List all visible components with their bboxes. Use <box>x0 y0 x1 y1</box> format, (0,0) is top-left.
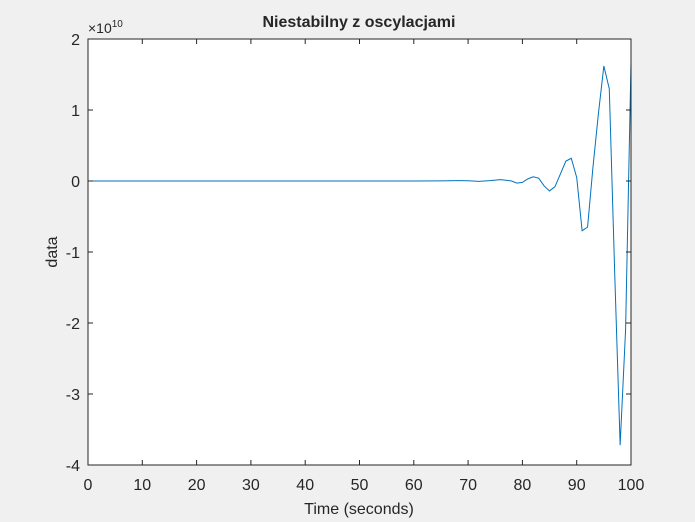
x-tick-label: 50 <box>351 477 369 494</box>
x-tick-label: 60 <box>405 477 423 494</box>
x-tick-label: 10 <box>133 477 151 494</box>
y-exponent-label: ×1010 <box>88 19 123 36</box>
plot-area <box>88 62 632 446</box>
x-tick-labels: 0 10 20 30 40 50 60 70 80 90 100 <box>84 477 645 494</box>
y-tick-label: -2 <box>66 316 80 333</box>
x-tick-label: 100 <box>618 477 645 494</box>
y-exponent-power: 10 <box>112 19 124 30</box>
x-tick-label: 0 <box>84 477 93 494</box>
x-tick-label: 80 <box>514 477 532 494</box>
axes-background <box>88 39 631 465</box>
y-tick-label: -1 <box>66 245 80 262</box>
y-tick-labels: -4 -3 -2 -1 0 1 2 <box>66 32 80 475</box>
y-tick-label: -3 <box>66 387 80 404</box>
x-tick-label: 30 <box>242 477 260 494</box>
y-exponent-base: ×10 <box>88 20 112 36</box>
x-tick-label: 40 <box>296 477 314 494</box>
y-tick-label: 1 <box>71 103 80 120</box>
x-tick-label: 70 <box>459 477 477 494</box>
y-tick-label: 0 <box>71 174 80 191</box>
x-tick-label: 20 <box>188 477 206 494</box>
x-axis-label: Time (seconds) <box>304 501 414 518</box>
chart-title: Niestabilny z oscylacjami <box>263 14 456 31</box>
y-tick-label: 2 <box>71 32 80 49</box>
tick-marks <box>87 38 632 466</box>
y-axis-label: data <box>44 236 61 267</box>
y-tick-label: -4 <box>66 458 80 475</box>
series-line-0 <box>88 62 632 446</box>
x-tick-label: 90 <box>568 477 586 494</box>
